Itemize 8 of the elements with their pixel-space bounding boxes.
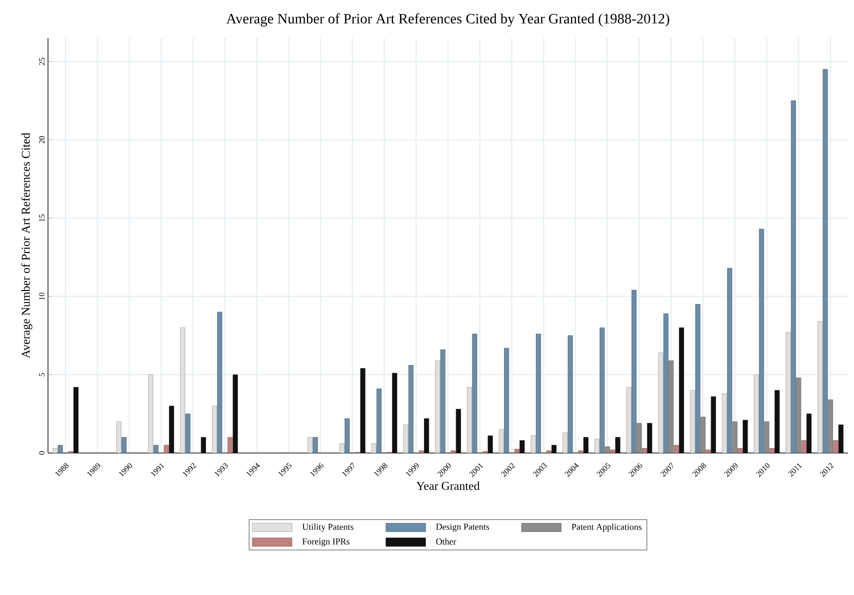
y-axis-title: Average Number of Prior Art References Cited	[21, 132, 32, 358]
chart-title: Average Number of Prior Art References Cited by Year Granted (1988-2012)	[226, 13, 670, 26]
legend-label: Foreign IPRs	[302, 538, 350, 546]
legend-label: Other	[436, 538, 456, 545]
legend-label: Design Patents	[436, 524, 490, 532]
legend-label: Patent Applications	[572, 524, 642, 532]
legend-label: Utility Patents	[302, 524, 354, 532]
x-axis-title: Year Granted	[416, 482, 480, 490]
